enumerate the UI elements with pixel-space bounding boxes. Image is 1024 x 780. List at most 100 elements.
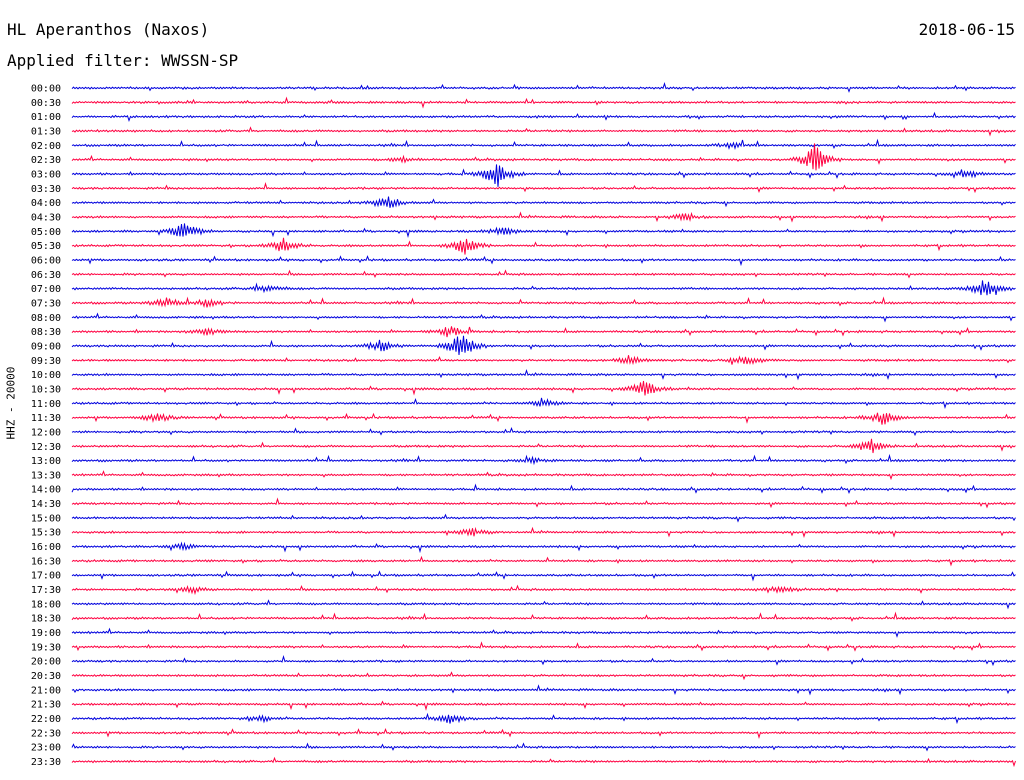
trace-line	[71, 599, 1016, 610]
row-label: 16:30	[31, 556, 61, 567]
trace-line	[71, 326, 1016, 338]
trace-line	[71, 368, 1016, 381]
trace-line	[71, 355, 1016, 366]
trace-line	[71, 483, 1016, 495]
row-label: 06:30	[31, 270, 61, 281]
trace-line	[71, 143, 1016, 171]
trace-line	[71, 742, 1016, 752]
record-date: 2018-06-15	[918, 20, 1015, 39]
trace-line	[71, 453, 1016, 466]
trace-line	[71, 470, 1016, 481]
row-label: 09:00	[31, 341, 61, 352]
trace-line	[71, 280, 1016, 296]
trace-line	[71, 182, 1016, 194]
trace-line	[71, 138, 1016, 151]
row-label: 03:30	[31, 184, 61, 195]
trace-line	[71, 412, 1016, 425]
trace-line	[71, 269, 1016, 279]
row-label: 22:00	[31, 714, 61, 725]
trace-line	[71, 96, 1016, 109]
row-label: 10:00	[31, 370, 61, 381]
trace-line	[71, 82, 1016, 93]
row-label: 19:30	[31, 642, 61, 653]
trace-line	[71, 223, 1016, 238]
trace-line	[71, 497, 1016, 509]
trace-line	[71, 641, 1016, 652]
trace-line	[71, 570, 1016, 582]
row-label: 11:00	[31, 399, 61, 410]
row-label: 05:30	[31, 241, 61, 252]
row-label: 07:00	[31, 284, 61, 295]
row-label: 18:30	[31, 614, 61, 625]
row-label: 17:00	[31, 571, 61, 582]
trace-line	[71, 126, 1016, 137]
trace-line	[71, 700, 1016, 711]
row-label: 15:00	[31, 513, 61, 524]
row-label: 08:30	[31, 327, 61, 338]
trace-line	[71, 427, 1016, 437]
trace-line	[71, 728, 1016, 740]
trace-line	[71, 196, 1016, 208]
trace-line	[71, 237, 1016, 255]
trace-line	[71, 164, 1016, 187]
seismic-traces	[71, 82, 1016, 768]
row-label: 13:00	[31, 456, 61, 467]
trace-line	[71, 654, 1016, 667]
trace-line	[71, 335, 1016, 355]
row-label: 20:30	[31, 671, 61, 682]
row-label: 08:00	[31, 313, 61, 324]
row-label: 21:00	[31, 685, 61, 696]
row-label: 20:00	[31, 657, 61, 668]
row-label: 11:30	[31, 413, 61, 424]
trace-line	[71, 627, 1016, 638]
row-label: 02:00	[31, 141, 61, 152]
row-label: 23:30	[31, 757, 61, 768]
row-label: 00:30	[31, 98, 61, 109]
row-label: 12:00	[31, 427, 61, 438]
trace-line	[71, 526, 1016, 538]
trace-line	[71, 584, 1016, 596]
station-title: HL Aperanthos (Naxos)	[7, 20, 210, 39]
row-label: 10:30	[31, 384, 61, 395]
row-label: 01:30	[31, 126, 61, 137]
row-label: 12:30	[31, 442, 61, 453]
row-label: 16:00	[31, 542, 61, 553]
row-label: 05:00	[31, 227, 61, 238]
trace-line	[71, 380, 1016, 396]
row-label: 14:00	[31, 485, 61, 496]
trace-line	[71, 397, 1016, 409]
row-label: 17:30	[31, 585, 61, 596]
trace-line	[71, 712, 1016, 725]
row-label: 15:30	[31, 528, 61, 539]
row-label: 09:30	[31, 356, 61, 367]
trace-line	[71, 684, 1016, 696]
filter-label: Applied filter: WWSSN-SP	[7, 51, 239, 70]
row-label: 19:00	[31, 628, 61, 639]
trace-line	[71, 541, 1016, 554]
trace-line	[71, 312, 1016, 323]
row-label: 23:00	[31, 743, 61, 754]
trace-line	[71, 211, 1016, 223]
row-labels: 00:00 00:30 01:00 01:30 02:00 02:30 03:00 03:30…	[31, 84, 61, 769]
row-label: 06:00	[31, 255, 61, 266]
row-label: 04:00	[31, 198, 61, 209]
row-label: 01:00	[31, 112, 61, 123]
trace-line	[71, 671, 1016, 681]
row-label: 14:30	[31, 499, 61, 510]
trace-line	[71, 255, 1016, 267]
row-label: 18:00	[31, 599, 61, 610]
row-label: 22:30	[31, 728, 61, 739]
trace-line	[71, 555, 1016, 567]
trace-line	[71, 513, 1016, 523]
trace-line	[71, 111, 1016, 123]
row-label: 13:30	[31, 470, 61, 481]
row-label: 03:00	[31, 169, 61, 180]
row-label: 02:30	[31, 155, 61, 166]
row-label: 00:00	[31, 84, 61, 95]
row-label: 21:30	[31, 700, 61, 711]
row-label: 07:30	[31, 298, 61, 309]
trace-line	[71, 756, 1016, 768]
trace-line	[71, 611, 1016, 622]
trace-line	[71, 296, 1016, 309]
